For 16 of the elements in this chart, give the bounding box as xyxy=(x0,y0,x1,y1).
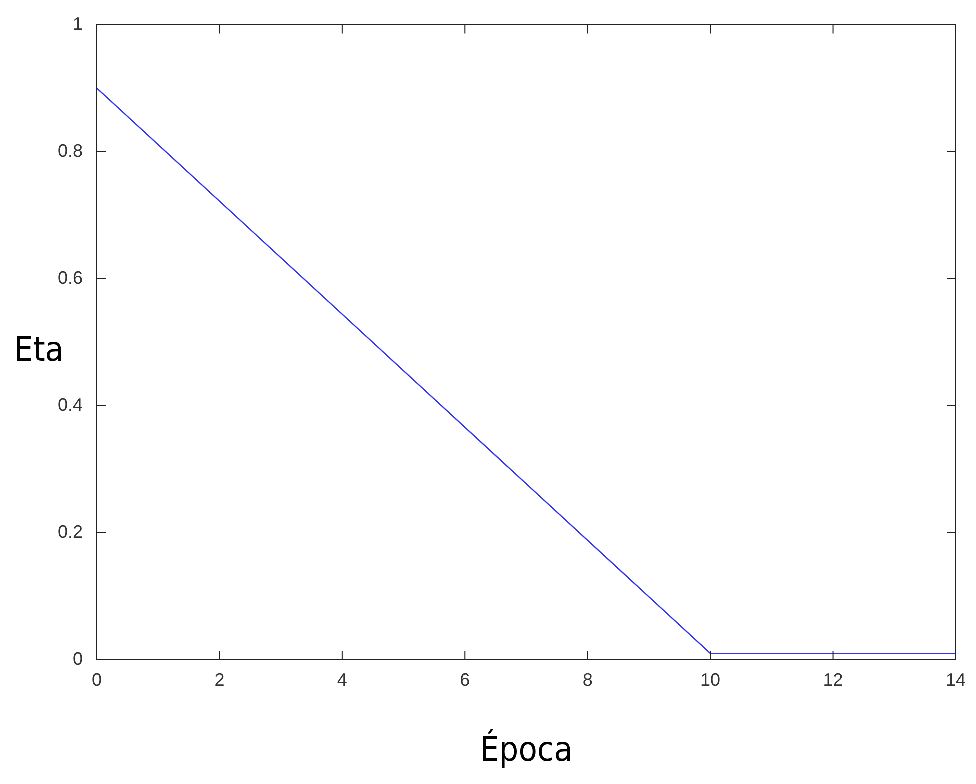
y-tick-label: 0.4 xyxy=(58,394,83,415)
y-tick-label: 0.8 xyxy=(58,140,83,161)
y-tick-label: 0.2 xyxy=(58,522,83,542)
y-tick-label: 0.6 xyxy=(58,268,83,288)
x-tick-label: 0 xyxy=(92,670,102,690)
x-tick-label: 14 xyxy=(946,670,966,690)
x-tick-label: 4 xyxy=(337,670,348,690)
x-tick-label: 12 xyxy=(823,670,844,690)
x-axis-title: Época xyxy=(480,728,574,770)
x-tick-label: 10 xyxy=(700,670,721,690)
x-tick-label: 8 xyxy=(582,670,593,690)
x-tick-label: 2 xyxy=(214,670,225,690)
y-axis-title: Eta xyxy=(14,330,64,370)
y-tick-label: 0 xyxy=(72,648,83,669)
y-tick-label: 1 xyxy=(72,14,83,34)
x-tick-label: 6 xyxy=(460,670,470,690)
